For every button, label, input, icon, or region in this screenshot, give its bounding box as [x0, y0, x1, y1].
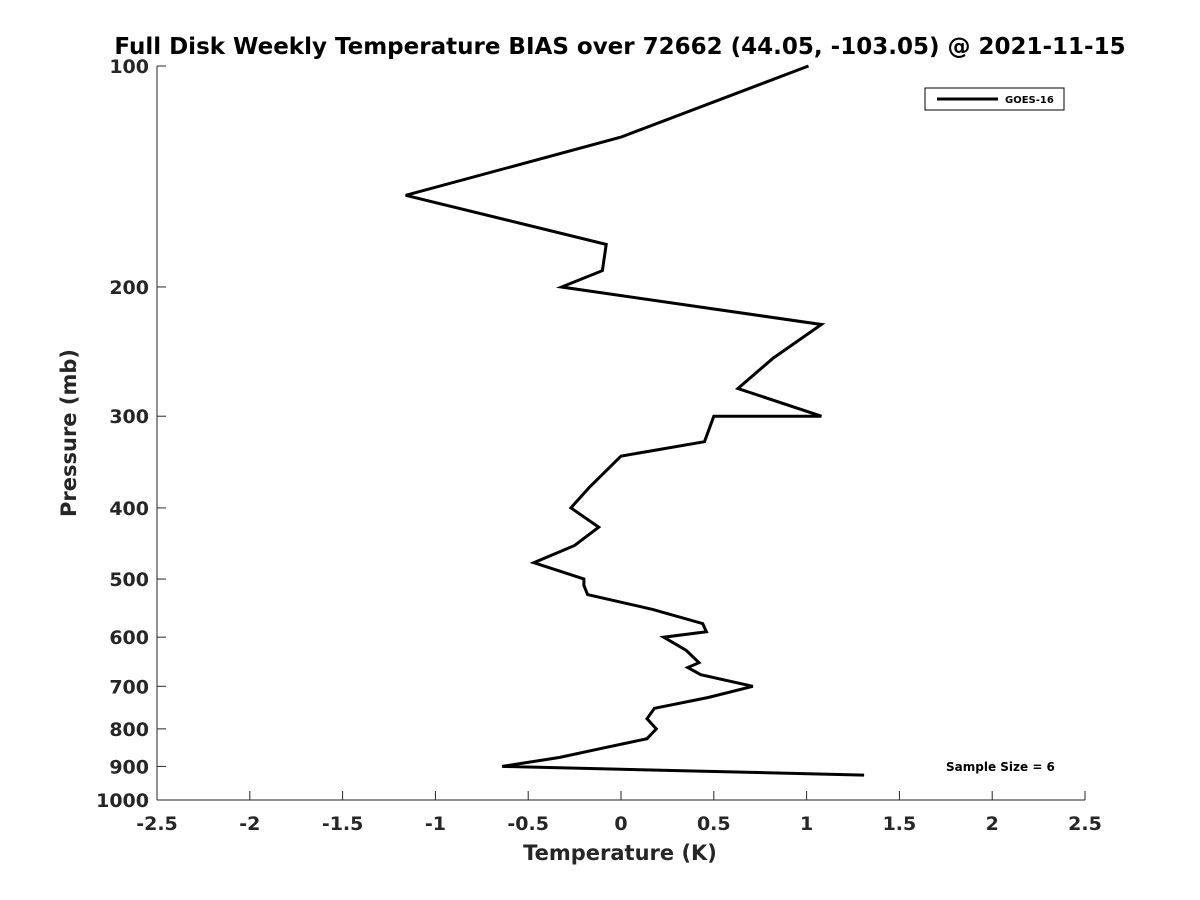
y-tick-label: 100: [109, 56, 149, 78]
x-tick-label: 2: [986, 813, 999, 835]
y-tick-label: 700: [109, 676, 149, 698]
y-tick-label: 300: [109, 406, 149, 428]
legend: GOES-16: [924, 87, 1065, 111]
y-axis-label: Pressure (mb): [57, 349, 81, 517]
y-axis: 100 200 300 400 500 600 700 800 900 1000: [96, 56, 166, 812]
series-layer: [405, 64, 865, 777]
y-tick-label: 200: [109, 277, 149, 299]
y-tick-label: 500: [109, 569, 149, 591]
x-tick-label: -1.5: [322, 813, 364, 835]
x-tick-label: -2.5: [136, 813, 178, 835]
y-tick-label: 800: [109, 719, 149, 741]
legend-entry-goes-16: GOES-16: [1005, 95, 1054, 106]
y-tick-label: 400: [109, 498, 149, 520]
y-tick-label: 600: [109, 627, 149, 649]
sample-size-annotation: Sample Size = 6: [946, 760, 1055, 774]
x-tick-label: 1: [800, 813, 813, 835]
chart-title: Full Disk Weekly Temperature BIAS over 7…: [114, 34, 1125, 60]
x-axis: -2.5 -2 -1.5 -1 -0.5 0 0.5 1 1.5 2 2.5: [136, 791, 1102, 835]
y-tick-label: 900: [109, 756, 149, 778]
x-tick-label: 0: [614, 813, 627, 835]
y-tick-label: 1000: [96, 790, 149, 812]
x-tick-label: -0.5: [507, 813, 549, 835]
x-tick-label: 2.5: [1068, 813, 1102, 835]
series-line-goes-16: [405, 64, 865, 777]
x-tick-label: 1.5: [883, 813, 917, 835]
x-tick-label: -2: [239, 813, 260, 835]
x-tick-label: -1: [425, 813, 446, 835]
x-axis-label: Temperature (K): [523, 841, 717, 865]
x-tick-label: 0.5: [697, 813, 731, 835]
plot-area: [157, 66, 1085, 800]
